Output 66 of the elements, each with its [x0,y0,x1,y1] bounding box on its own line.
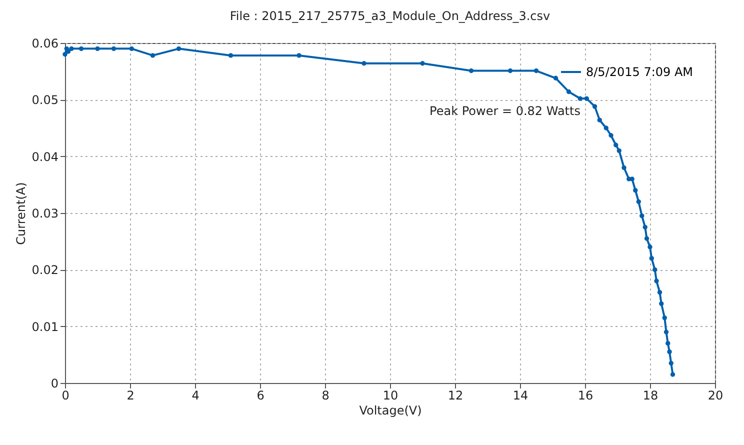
legend-label: 8/5/2015 7:09 AM [586,65,694,79]
point [652,267,658,272]
x-tick-label: 18 [642,388,658,402]
point [642,224,648,230]
point [578,96,582,101]
y-tick-label: 0.02 [32,263,58,278]
annotation: Peak Power = 0.82 Watts [430,104,580,118]
point [420,61,425,66]
x-tick-label: 20 [708,388,724,402]
point [468,68,474,74]
point [111,46,116,52]
point [670,372,676,377]
point [667,349,672,354]
point [657,290,662,295]
point [534,68,539,74]
point [362,61,366,66]
point [668,360,674,366]
point [584,96,589,101]
point [508,68,513,74]
x-tick-label: 2 [126,388,134,402]
point [150,53,156,58]
point [592,104,598,109]
point [176,46,182,52]
x-tick-label: 12 [448,388,464,402]
x-tick-label: 10 [382,388,398,402]
x-axis-title: Voltage(V) [359,404,422,418]
point [614,142,618,148]
chart-title: File : 2015_217_25775_a3_Module_On_Address_3.csv [230,9,550,23]
y-axis-title: Current(A) [14,182,28,245]
point [666,340,670,346]
y-tick-label: 0.06 [32,36,58,50]
point [616,148,622,154]
x-tick-label: 16 [578,388,594,402]
point [654,278,659,284]
point [129,46,134,52]
point [662,315,667,320]
point [608,133,614,138]
point [69,46,74,52]
point [636,199,641,204]
point [644,236,650,241]
y-tick-label: 0.05 [32,93,58,108]
point [95,46,100,52]
x-tick-label: 6 [256,388,264,402]
y-tick-label: 0.01 [32,320,58,334]
point [622,165,626,170]
x-tick-label: 0 [62,388,70,402]
y-tick-label: 0 [50,376,58,390]
point [62,52,68,57]
point [566,89,572,94]
point [228,53,234,58]
point [633,188,638,193]
point [649,256,654,261]
point [664,330,669,334]
point [597,118,602,122]
y-tick-label: 0.04 [32,150,58,164]
point [78,46,84,52]
x-tick-label: 8 [322,388,330,402]
x-tick-label: 4 [192,388,200,402]
point [640,213,644,218]
y-tick-label: 0.03 [32,206,58,220]
point [648,244,652,250]
x-tick-label: 14 [512,388,528,402]
point [659,301,664,306]
point [296,53,302,58]
point [604,126,608,130]
point [553,76,558,80]
